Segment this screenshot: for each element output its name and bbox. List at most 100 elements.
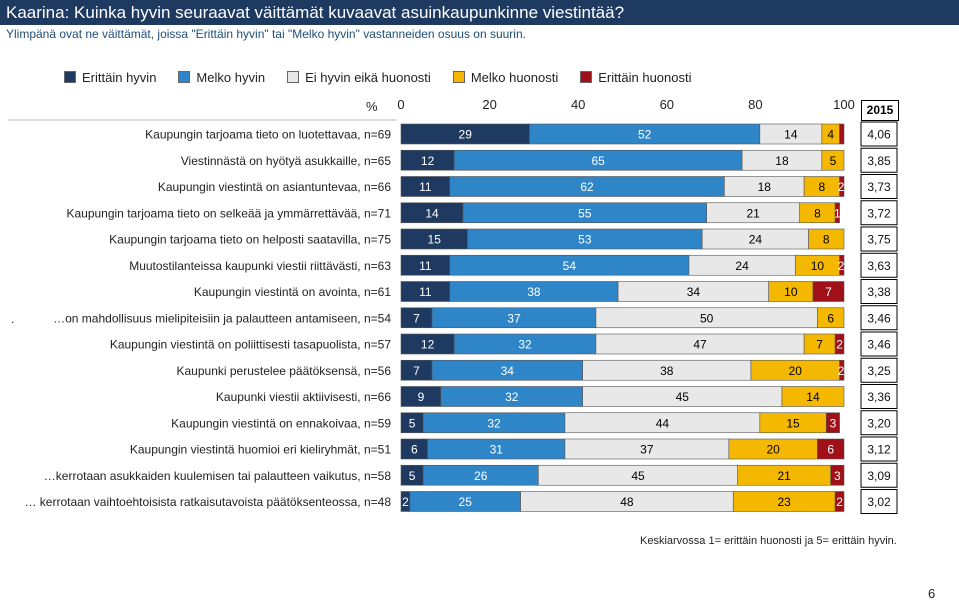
mean-column-header: 2015 bbox=[861, 100, 899, 121]
mean-value: 3,12 bbox=[867, 443, 891, 457]
category-label: …kerrotaan asukkaiden kuulemisen tai pal… bbox=[44, 469, 392, 483]
mean-cell bbox=[860, 462, 898, 488]
mean-value: 3,63 bbox=[867, 259, 891, 273]
mean-cell bbox=[860, 147, 898, 173]
category-label: Kaupungin tarjoama tieto on selkeää ja y… bbox=[66, 206, 391, 220]
percent-axis-unit: % bbox=[366, 99, 378, 114]
mean-value: 3,85 bbox=[867, 154, 891, 168]
category-label: Viestinnästä on hyötyä asukkaille, n=65 bbox=[181, 154, 392, 168]
bar-segment bbox=[830, 464, 845, 486]
data-label: 21 bbox=[747, 206, 761, 220]
category-label: Kaupungin viestintä on avointa, n=61 bbox=[194, 285, 391, 299]
data-label: 6 bbox=[827, 311, 834, 325]
mean-cell bbox=[860, 489, 898, 514]
mean-value: 3,36 bbox=[867, 390, 891, 404]
data-label: 11 bbox=[419, 259, 432, 273]
bar-segment bbox=[839, 254, 845, 276]
data-label: 12 bbox=[421, 338, 435, 352]
data-label: 18 bbox=[758, 180, 772, 194]
x-tick-label: 80 bbox=[748, 97, 762, 112]
data-label: 45 bbox=[631, 469, 645, 483]
page-number: 6 bbox=[928, 586, 936, 601]
data-label: 5 bbox=[409, 469, 416, 483]
data-label: 34 bbox=[501, 364, 515, 378]
legend-label: Melko hyvin bbox=[196, 70, 266, 85]
legend-label: Ei hyvin eikä huonosti bbox=[305, 70, 431, 85]
data-label: 20 bbox=[789, 364, 803, 378]
bar-segment bbox=[808, 228, 845, 250]
data-label: 8 bbox=[823, 233, 830, 247]
footnote: Keskiarvossa 1= erittäin huonosti ja 5= … bbox=[640, 535, 897, 547]
legend-label: Melko huonosti bbox=[470, 70, 559, 85]
mean-value: 3,73 bbox=[867, 180, 891, 194]
data-label: 34 bbox=[687, 285, 701, 299]
data-label: 2 bbox=[402, 495, 409, 509]
data-label: 14 bbox=[806, 390, 820, 404]
bar-segment bbox=[834, 202, 840, 224]
data-label: 15 bbox=[786, 416, 800, 430]
chart-title: Kaarina: Kuinka hyvin seuraavat väittämä… bbox=[0, 0, 959, 25]
data-label: 44 bbox=[656, 416, 670, 430]
mean-value: 3,25 bbox=[867, 364, 891, 378]
mean-cell bbox=[860, 305, 898, 331]
data-label: 37 bbox=[640, 443, 654, 457]
x-tick-label: 60 bbox=[660, 97, 674, 112]
data-label: 45 bbox=[676, 390, 690, 404]
mean-cell bbox=[860, 121, 898, 147]
category-label: Kaupungin tarjoama tieto on luotettavaa,… bbox=[145, 128, 391, 142]
x-tick-label: 0 bbox=[397, 97, 404, 112]
mean-cell bbox=[860, 357, 898, 383]
mean-cell bbox=[860, 174, 898, 199]
mean-value: 3,38 bbox=[867, 285, 891, 299]
legend-swatch bbox=[287, 71, 300, 83]
data-label: 52 bbox=[638, 128, 652, 142]
mean-value: 3,02 bbox=[867, 495, 891, 509]
legend-item: Melko hyvin bbox=[178, 70, 265, 85]
data-label: 47 bbox=[693, 338, 707, 352]
data-label: 2 bbox=[836, 338, 843, 352]
data-label: 2 bbox=[836, 495, 843, 509]
data-label: 38 bbox=[660, 364, 674, 378]
data-label: 29 bbox=[459, 128, 473, 142]
data-label: 23 bbox=[778, 495, 792, 509]
data-label: 14 bbox=[784, 128, 798, 142]
data-label: 32 bbox=[505, 390, 519, 404]
bar-segment bbox=[781, 386, 845, 407]
data-label: 1 bbox=[834, 206, 841, 220]
data-label: 5 bbox=[409, 416, 416, 430]
x-tick-label: 20 bbox=[482, 97, 496, 112]
data-label: 62 bbox=[580, 180, 594, 194]
data-label: 14 bbox=[425, 206, 439, 220]
legend-item: Erittäin hyvin bbox=[64, 70, 156, 85]
mean-cell bbox=[860, 436, 898, 462]
data-label: 6 bbox=[827, 443, 834, 457]
bar-segment bbox=[839, 176, 845, 197]
bar-segment bbox=[817, 438, 845, 460]
data-label: 54 bbox=[563, 259, 577, 273]
data-label: 10 bbox=[811, 259, 825, 273]
bar-segment bbox=[839, 123, 845, 145]
legend-item: Erittäin huonosti bbox=[580, 70, 692, 85]
data-label: 7 bbox=[816, 338, 823, 352]
category-label: … kerrotaan vaihtoehtoisista ratkaisutav… bbox=[24, 495, 391, 509]
data-label: 11 bbox=[419, 285, 432, 299]
bar-segment bbox=[834, 491, 845, 512]
legend: Erittäin hyvin Melko hyvin Ei hyvin eikä h… bbox=[64, 70, 714, 85]
data-label: 10 bbox=[784, 285, 798, 299]
mean-value: 3,20 bbox=[867, 416, 891, 430]
category-label: Kaupungin viestintä on ennakoivaa, n=59 bbox=[171, 416, 391, 430]
data-label: 50 bbox=[700, 311, 714, 325]
mean-cell bbox=[860, 331, 898, 357]
data-label: 32 bbox=[518, 338, 532, 352]
data-label: 7 bbox=[825, 285, 832, 299]
data-label: 25 bbox=[459, 495, 473, 509]
category-label: Muutostilanteissa kaupunki viestii riitt… bbox=[129, 259, 391, 273]
data-label: 7 bbox=[413, 364, 420, 378]
data-label: 6 bbox=[411, 443, 418, 457]
data-label: 2 bbox=[838, 364, 845, 378]
data-label: 8 bbox=[814, 206, 821, 220]
data-label: 9 bbox=[418, 390, 425, 404]
data-label: 65 bbox=[591, 154, 605, 168]
legend-label: Erittäin huonosti bbox=[598, 70, 692, 85]
